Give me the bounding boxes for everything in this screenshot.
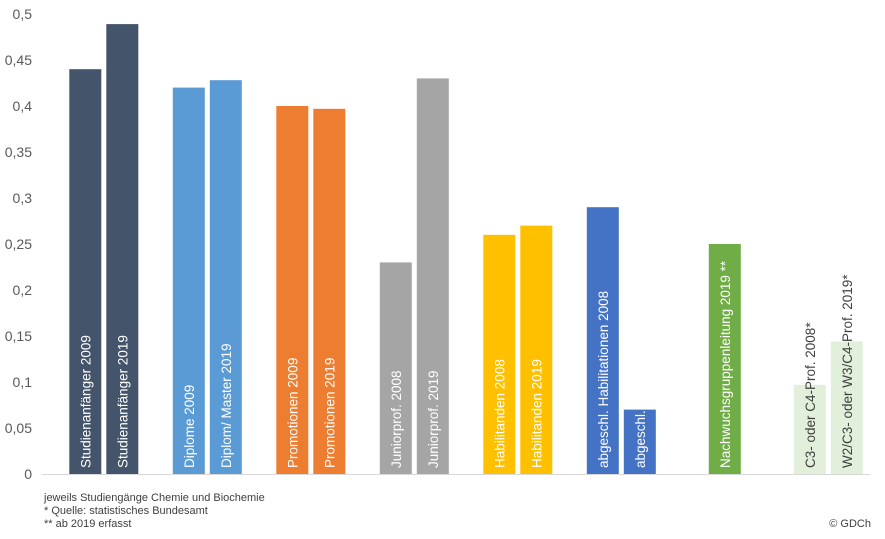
y-tick-label: 0,05 bbox=[5, 420, 32, 436]
footnote-since-2019: ** ab 2019 erfasst bbox=[44, 518, 132, 530]
bar bbox=[313, 108, 346, 475]
bar-label: Studienanfänger 2019 bbox=[115, 335, 130, 468]
bar-label: Promotionen 2019 bbox=[322, 358, 337, 468]
y-tick-label: 0,3 bbox=[13, 190, 33, 206]
bar-label: Studienanfänger 2009 bbox=[78, 335, 93, 468]
bar-label: W2/C3- oder W3/C4-Prof. 2019* bbox=[840, 274, 855, 468]
bar bbox=[172, 87, 205, 474]
bar-label: Diplom/ Master 2019 bbox=[219, 343, 234, 468]
y-tick-label: 0,35 bbox=[5, 144, 32, 160]
bar-label: abgeschl. Habilitationen 2008 bbox=[596, 291, 611, 468]
y-axis: 0 0,05 0,1 0,15 0,2 0,25 0,3 0,35 0,4 0,45 0,5 bbox=[5, 6, 32, 482]
bar bbox=[793, 384, 826, 474]
bar bbox=[379, 262, 412, 474]
y-tick-label: 0 bbox=[24, 466, 32, 482]
y-tick-label: 0,5 bbox=[13, 6, 33, 22]
y-tick-label: 0,25 bbox=[5, 236, 32, 252]
y-tick-label: 0,4 bbox=[13, 98, 33, 114]
bar-label: abgeschl. Habilitationen 2019 bbox=[633, 291, 648, 468]
bar bbox=[106, 24, 139, 474]
bar-label: Juniorprof. 2019 bbox=[426, 370, 441, 468]
y-tick-label: 0,15 bbox=[5, 328, 32, 344]
bar bbox=[209, 80, 242, 474]
bar bbox=[276, 106, 309, 474]
y-tick-label: 0,2 bbox=[13, 282, 33, 298]
bar-label: Nachwuchsgruppenleitung 2019 ** bbox=[718, 260, 733, 468]
bar bbox=[830, 341, 863, 474]
bar-label: Habilitanden 2008 bbox=[492, 359, 507, 468]
bar bbox=[708, 244, 741, 474]
bar-label: Habilitanden 2019 bbox=[529, 359, 544, 468]
bar-labels: Studienanfänger 2009 Studienanfänger 2019… bbox=[78, 260, 855, 468]
bar bbox=[416, 78, 449, 475]
bars bbox=[69, 24, 863, 475]
y-tick-label: 0,45 bbox=[5, 52, 32, 68]
bar bbox=[69, 69, 102, 474]
footnote-source: * Quelle: statistisches Bundesamt bbox=[44, 505, 208, 517]
bar bbox=[586, 207, 619, 474]
bar bbox=[520, 225, 553, 474]
bar-label: C3- oder C4-Prof. 2008* bbox=[803, 322, 818, 468]
bar-label: Promotionen 2009 bbox=[285, 358, 300, 468]
bar bbox=[623, 409, 656, 474]
y-tick-label: 0,1 bbox=[13, 374, 33, 390]
bar-label: Diplome 2009 bbox=[182, 385, 197, 468]
copyright: © GDCh bbox=[829, 518, 871, 530]
bar-label: Juniorprof. 2008 bbox=[389, 370, 404, 468]
footnote-scope: jeweils Studiengänge Chemie und Biochemi… bbox=[44, 492, 265, 504]
bar bbox=[483, 234, 516, 474]
